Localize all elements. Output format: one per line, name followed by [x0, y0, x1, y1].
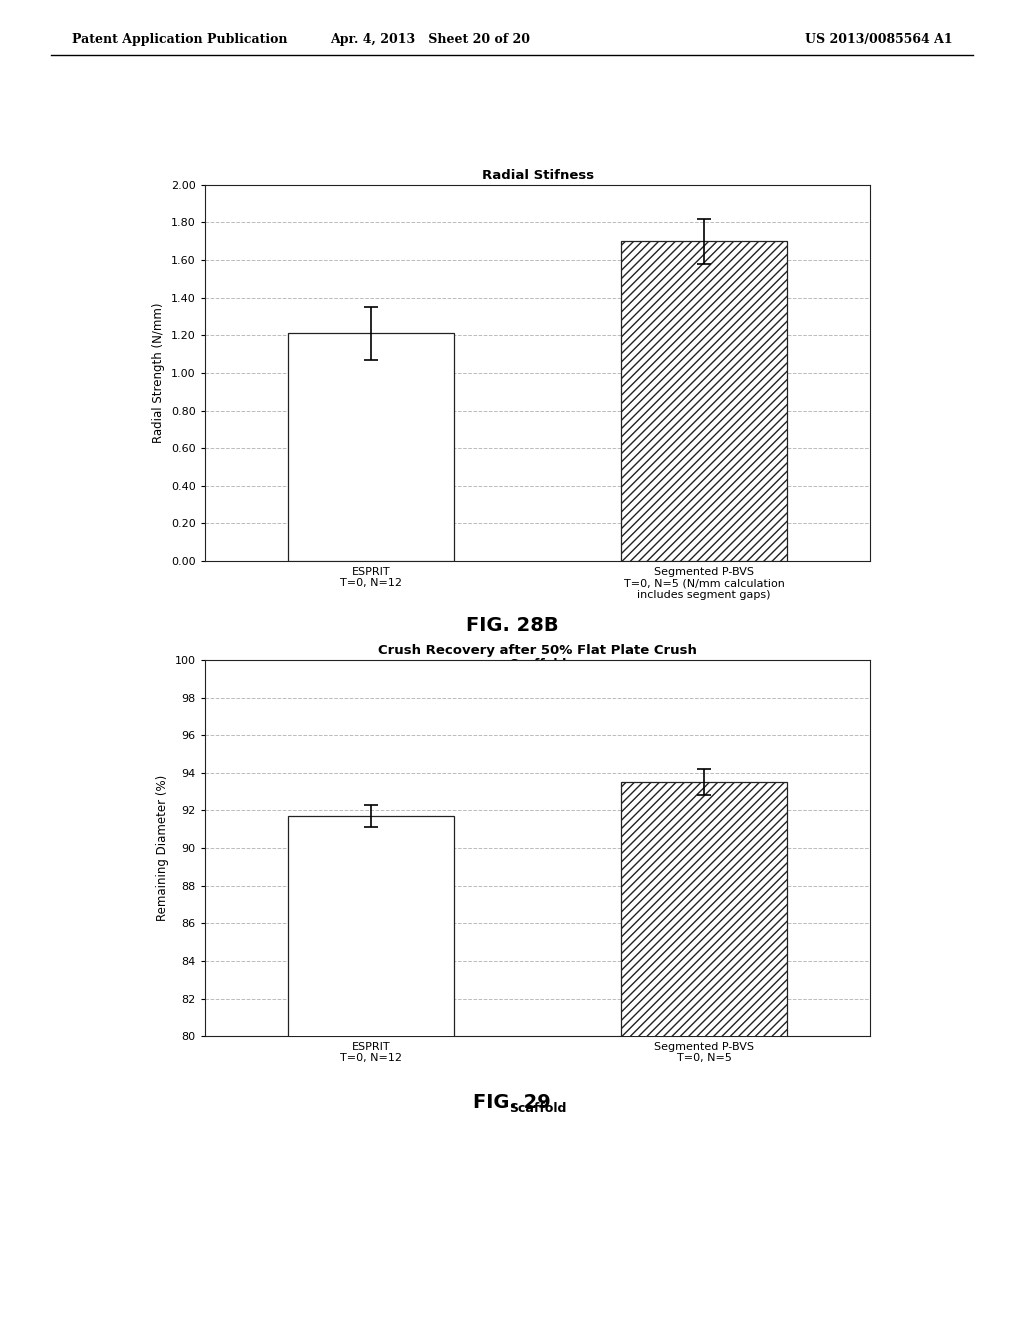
X-axis label: Scaffold: Scaffold: [509, 1102, 566, 1115]
Bar: [288, 816, 455, 1320]
X-axis label: Scaffold: Scaffold: [509, 659, 566, 671]
Bar: [621, 242, 787, 561]
Text: FIG. 29: FIG. 29: [473, 1093, 551, 1111]
Bar: [621, 783, 787, 1320]
Text: Patent Application Publication: Patent Application Publication: [72, 33, 287, 46]
Title: Radial Stifness: Radial Stifness: [481, 169, 594, 182]
Y-axis label: Radial Strength (N/mm): Radial Strength (N/mm): [153, 302, 166, 444]
Y-axis label: Remaining Diameter (%): Remaining Diameter (%): [157, 775, 169, 921]
Text: FIG. 28B: FIG. 28B: [466, 616, 558, 635]
Text: Apr. 4, 2013   Sheet 20 of 20: Apr. 4, 2013 Sheet 20 of 20: [330, 33, 530, 46]
Bar: [288, 334, 455, 561]
Text: US 2013/0085564 A1: US 2013/0085564 A1: [805, 33, 952, 46]
Title: Crush Recovery after 50% Flat Plate Crush: Crush Recovery after 50% Flat Plate Crus…: [378, 644, 697, 657]
